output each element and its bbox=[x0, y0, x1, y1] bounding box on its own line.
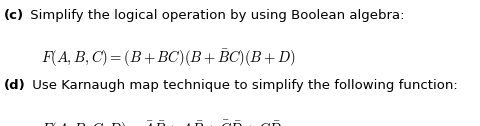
Text: (d): (d) bbox=[4, 79, 25, 92]
Text: $F(A,B,C,D) = \bar{A}\bar{B} + A\bar{B} + \bar{C}\bar{D} + C\bar{D}$: $F(A,B,C,D) = \bar{A}\bar{B} + A\bar{B} … bbox=[41, 118, 282, 126]
Text: (c): (c) bbox=[4, 9, 24, 22]
Text: Use Karnaugh map technique to simplify the following function:: Use Karnaugh map technique to simplify t… bbox=[28, 79, 458, 92]
Text: Simplify the logical operation by using Boolean algebra:: Simplify the logical operation by using … bbox=[26, 9, 405, 22]
Text: $F(A,B,C) = (B + BC)(B + \bar{B}C)(B + D)$: $F(A,B,C) = (B + BC)(B + \bar{B}C)(B + D… bbox=[41, 48, 296, 69]
